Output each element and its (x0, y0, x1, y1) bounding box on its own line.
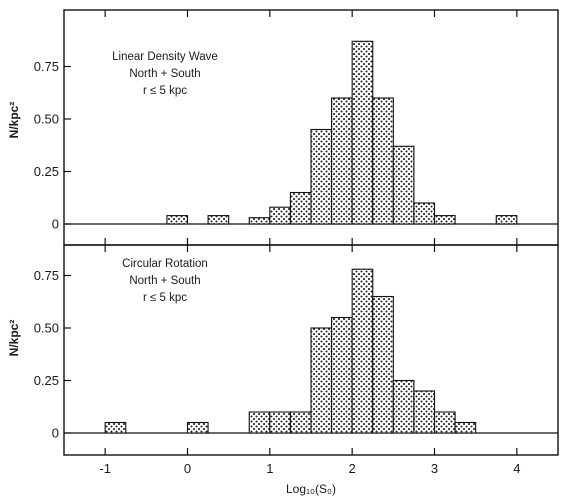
bottom-y-axis-label: N/kpc² (7, 320, 21, 357)
histogram-bar (331, 316, 353, 434)
top-annotation: Linear Density Wave North + South r ≤ 5 … (112, 51, 218, 97)
top-annotation-line-1: Linear Density Wave (112, 51, 218, 63)
bottom-panel-frame (63, 244, 559, 456)
top-x-ticks (104, 10, 518, 245)
y-tick-label: 0 (52, 217, 59, 232)
histogram-bar (351, 268, 374, 434)
histogram-bar (269, 411, 291, 434)
histogram-bar (372, 97, 394, 225)
histogram-bar (372, 295, 394, 434)
bottom-annotation: Circular Rotation North + South r ≤ 5 kp… (122, 258, 208, 304)
histogram-bar (413, 390, 436, 434)
histogram-bar (310, 128, 333, 225)
bottom-y-ticks: 0 0.25 0.50 0.75 (34, 268, 71, 441)
x-tick-label: -1 (99, 461, 111, 476)
histogram-bar (289, 191, 312, 225)
top-y-axis-label: N/kpc² (7, 102, 21, 139)
histogram-bar (392, 145, 415, 225)
isolated-bar (207, 215, 230, 225)
bottom-x-ticks: -1 0 1 2 3 4 (99, 245, 520, 476)
histogram-bar (248, 217, 271, 225)
histogram-bar (248, 411, 271, 434)
y-tick-label: 0.75 (34, 59, 59, 74)
histogram-bar (392, 379, 415, 434)
histogram-bar (413, 202, 436, 225)
histogram-bar (454, 421, 477, 434)
y-tick-label: 0.25 (34, 164, 59, 179)
top-y-ticks: 0 0.25 0.50 0.75 (34, 59, 71, 232)
histogram-bar (433, 411, 456, 434)
bottom-annotation-line-2: North + South (129, 275, 200, 287)
top-panel: 0 0.25 0.50 0.75 Linear Density Wave North … (7, 9, 559, 246)
top-annotation-line-2: North + South (129, 68, 200, 80)
isolated-bar (166, 215, 189, 225)
top-annotation-line-3: r ≤ 5 kpc (143, 85, 187, 97)
y-tick-label: 0.25 (34, 373, 59, 388)
histogram-bar (289, 411, 312, 434)
bottom-histogram-bars (64, 268, 558, 434)
histogram-bar (433, 215, 456, 225)
isolated-bar (495, 215, 518, 225)
x-tick-label: 0 (184, 461, 191, 476)
histogram-bar (269, 206, 291, 225)
bottom-panel: 0 0.25 0.50 0.75 -1 0 1 2 3 4 Circular Rotation … (7, 244, 559, 496)
y-tick-label: 0.75 (34, 268, 59, 283)
y-tick-label: 0.50 (34, 321, 59, 336)
x-tick-label: 4 (513, 461, 520, 476)
histogram-bar (331, 97, 353, 225)
x-tick-label: 3 (431, 461, 438, 476)
y-tick-label: 0.50 (34, 112, 59, 127)
x-axis-label: Log₁₀(S₀) (286, 482, 336, 496)
isolated-bar (186, 421, 209, 434)
x-tick-label: 1 (266, 461, 273, 476)
histogram-bar (351, 40, 374, 225)
bottom-annotation-line-3: r ≤ 5 kpc (143, 292, 187, 304)
y-tick-label: 0 (52, 426, 59, 441)
x-tick-label: 2 (349, 461, 356, 476)
isolated-bar (104, 421, 127, 434)
histogram-bar (310, 327, 333, 434)
bottom-annotation-line-1: Circular Rotation (122, 258, 208, 270)
top-histogram-bars (64, 40, 558, 225)
